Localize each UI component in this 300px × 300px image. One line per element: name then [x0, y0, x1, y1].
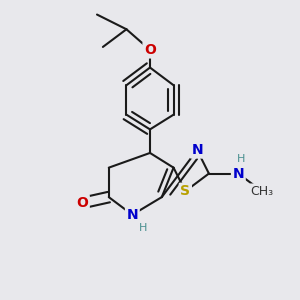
Text: N: N — [127, 208, 138, 222]
Text: H: H — [237, 154, 245, 164]
Text: N: N — [232, 167, 244, 181]
Text: O: O — [76, 196, 88, 210]
Text: H: H — [139, 223, 147, 233]
Text: CH₃: CH₃ — [250, 185, 274, 198]
Text: S: S — [180, 184, 190, 198]
Text: N: N — [191, 143, 203, 157]
Text: O: O — [144, 43, 156, 57]
